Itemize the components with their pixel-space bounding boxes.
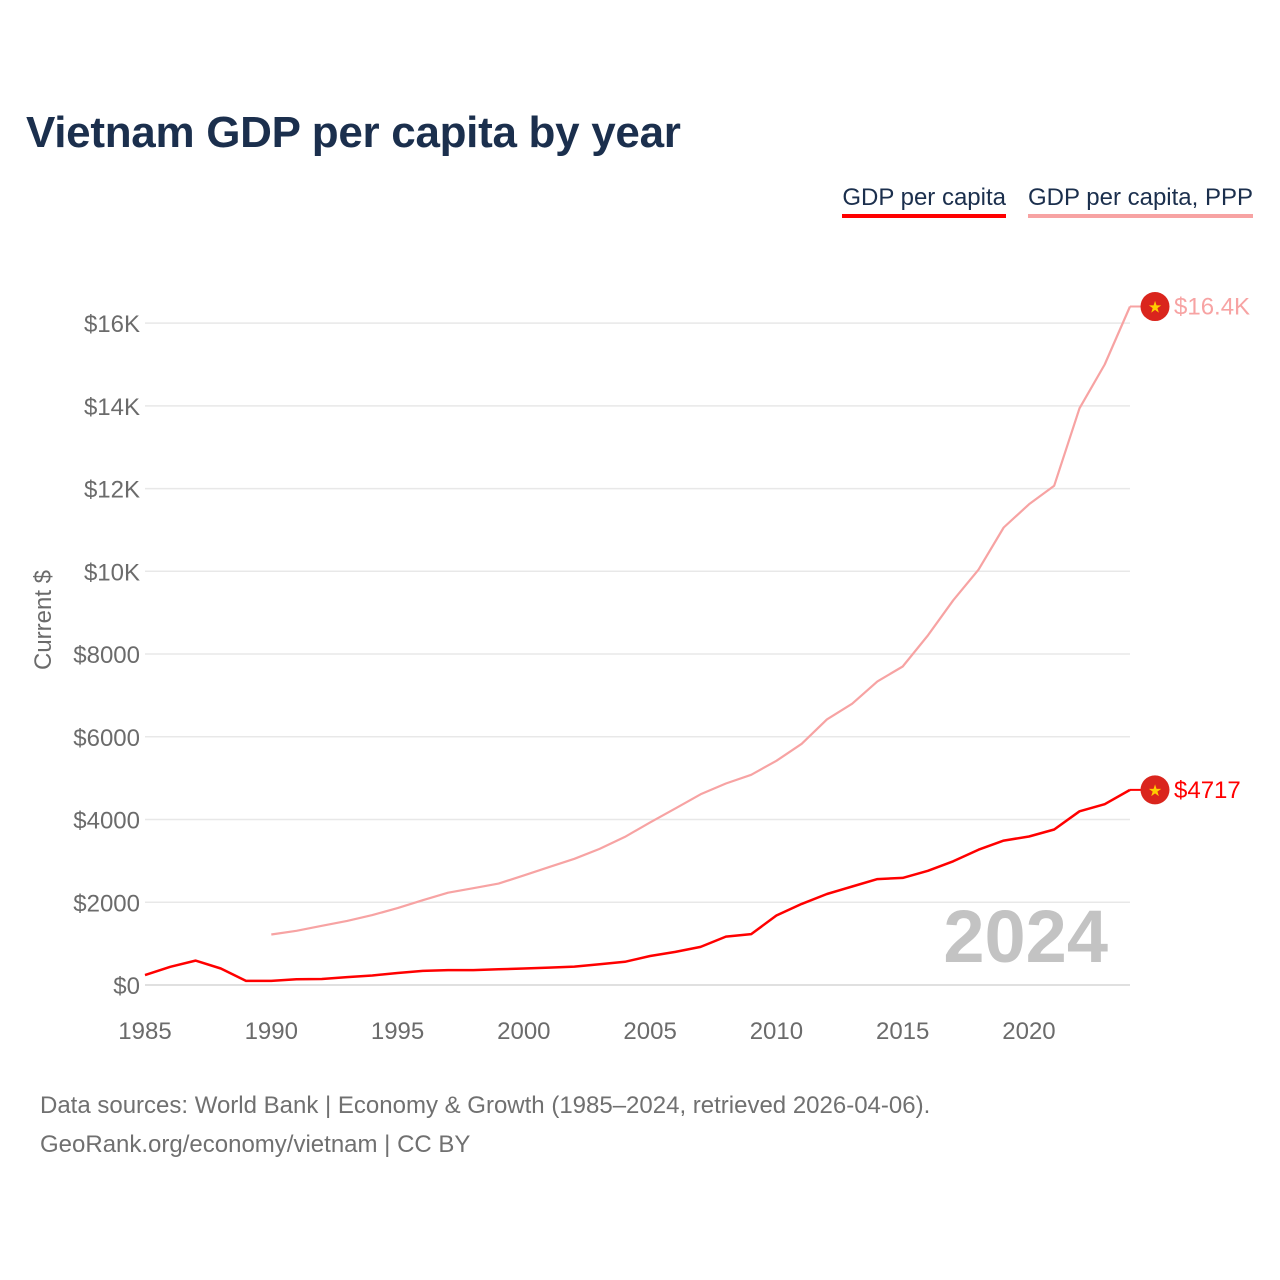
vietnam-flag-icon (1140, 292, 1170, 322)
y-tick-label: $6000 (73, 725, 140, 752)
series-line-gdp (144, 788, 1131, 983)
x-tick-label: 1990 (245, 1018, 298, 1045)
legend-item-gdp-per-capita[interactable]: GDP per capita (842, 184, 1006, 218)
x-tick-label: 2020 (1002, 1018, 1055, 1045)
series-line-ppp (271, 306, 1132, 936)
footer: Data sources: World Bank | Economy & Gro… (40, 1086, 930, 1164)
legend-item-gdp-per-capita-ppp[interactable]: GDP per capita, PPP (1028, 184, 1253, 218)
data-source-note: Data sources: World Bank | Economy & Gro… (40, 1092, 931, 1119)
end-value-label-ppp: $16.4K (1174, 294, 1250, 321)
y-tick-label: $12K (84, 477, 140, 504)
y-tick-label: $0 (113, 973, 140, 1000)
y-tick-label: $2000 (73, 890, 140, 917)
x-tick-label: 2015 (876, 1018, 929, 1045)
y-tick-label: $16K (84, 311, 140, 338)
x-tick-label: 2010 (750, 1018, 803, 1045)
year-watermark: 2024 (943, 895, 1108, 978)
y-tick-label: $14K (84, 394, 140, 421)
legend: GDP per capita GDP per capita, PPP (842, 184, 1253, 218)
line-chart: $0 $2000 $4000 $6000 $8000 $10K $12K $14K $16K 19… (30, 292, 1250, 1045)
y-tick-label: $10K (84, 559, 140, 586)
x-tick-label: 1995 (371, 1018, 424, 1045)
y-tick-label: $4000 (73, 808, 140, 835)
flag-star-icon: ★ (1148, 781, 1162, 800)
x-tick-label: 1985 (118, 1018, 171, 1045)
chart-title: Vietnam GDP per capita by year (26, 108, 681, 157)
vietnam-flag-icon (1140, 775, 1170, 805)
flag-star-icon: ★ (1148, 298, 1162, 317)
y-tick-label: $8000 (73, 642, 140, 669)
source-link[interactable]: GeoRank.org/economy/vietnam | CC BY (40, 1131, 471, 1158)
x-tick-label: 2005 (623, 1018, 676, 1045)
y-axis-label: Current $ (30, 570, 57, 670)
x-tick-label: 2000 (497, 1018, 550, 1045)
end-value-label-gdp: $4717 (1174, 777, 1241, 804)
